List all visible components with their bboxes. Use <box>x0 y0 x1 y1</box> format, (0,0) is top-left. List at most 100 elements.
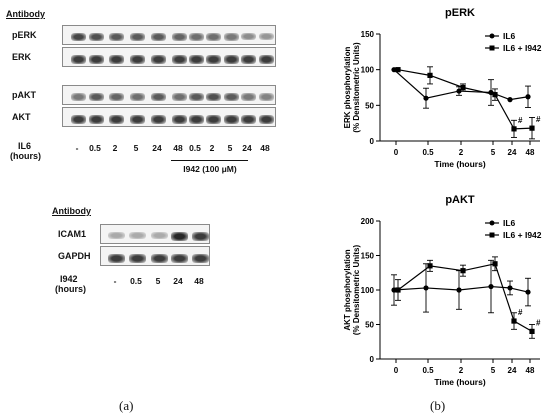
blot-row-label-erk: ERK <box>12 52 32 62</box>
treatment-label: I942 (100 μM) <box>183 164 237 174</box>
blot2-row-label: I942 <box>60 274 78 284</box>
blot-band <box>188 93 204 102</box>
pakt-legend-label-il6-i942: IL6 + I942 <box>503 230 542 240</box>
pakt-x-tick-label: 48 <box>526 366 535 375</box>
perk-x-tick-label: 5 <box>491 148 496 157</box>
pakt-y-tick-label: 50 <box>365 321 374 330</box>
blot-band <box>128 232 146 239</box>
blot-row-label-akt: AKT <box>12 112 31 122</box>
blot-band <box>170 232 188 241</box>
pakt-y-label: AKT phosphorylation <box>343 249 352 330</box>
pakt-series-line-il6-i942 <box>397 263 533 332</box>
blot-band <box>171 55 187 64</box>
lane-label: 0.5 <box>130 276 142 286</box>
blot-band <box>223 55 239 64</box>
blot2-header: Antibody <box>52 206 91 216</box>
blot-band <box>107 254 125 263</box>
blot-band <box>88 93 104 102</box>
perk-annotation: # <box>536 115 541 124</box>
blot-band <box>188 55 204 64</box>
blot-band <box>150 232 168 239</box>
perk-y-tick-label: 0 <box>370 137 375 146</box>
blot-strip-erk <box>62 47 276 67</box>
panel-a-caption: (a) <box>119 398 134 413</box>
blot1-header: Antibody <box>6 9 45 19</box>
perk-legend-label-il6-i942: IL6 + I942 <box>503 43 542 53</box>
pakt-point-il6-i942 <box>427 263 433 269</box>
perk-point-il6 <box>525 94 531 100</box>
blot-row-label-gapdh: GAPDH <box>58 251 91 261</box>
pakt-point-il6 <box>525 289 531 295</box>
perk-legend-marker <box>489 45 495 51</box>
blot-row-label-icam1: ICAM1 <box>58 229 87 239</box>
lane-label: 5 <box>227 143 233 153</box>
pakt-point-il6 <box>456 287 462 293</box>
perk-y-tick-label: 100 <box>361 66 375 75</box>
blot-band <box>205 93 221 102</box>
pakt-point-il6-i942 <box>460 268 466 274</box>
blot-band <box>223 93 239 102</box>
lane-label: 48 <box>194 276 204 286</box>
pakt-x-tick-label: 24 <box>508 366 517 375</box>
treatment-bracket-line <box>171 160 248 161</box>
perk-y-label-unit: (% Densitometric Units) <box>352 42 361 133</box>
blot-band <box>88 55 104 64</box>
blot-strip-akt <box>62 107 276 127</box>
pakt-y-tick-label: 200 <box>361 217 375 226</box>
blot-band <box>205 33 221 41</box>
blot-band <box>240 93 256 101</box>
blot-strip-gapdh <box>100 246 210 266</box>
pakt-y-label-unit: (% Densitometric Units) <box>352 245 361 336</box>
blot-band <box>88 33 104 42</box>
blot-band <box>223 115 239 124</box>
blot-band <box>258 115 274 124</box>
perk-point-il6 <box>423 95 429 101</box>
blot-band <box>205 115 221 124</box>
blot-band <box>258 93 274 101</box>
perk-x-tick-label: 0 <box>394 148 399 157</box>
panel-b-caption: (b) <box>430 398 446 413</box>
blot-band <box>129 55 145 64</box>
blot-band <box>258 33 274 41</box>
pakt-point-il6-i942 <box>511 318 517 324</box>
blot-band <box>191 232 209 241</box>
perk-x-label: Time (hours) <box>434 159 485 169</box>
perk-x-tick-label: 2 <box>459 148 464 157</box>
blot-band <box>171 115 187 124</box>
blot-band <box>108 33 124 42</box>
perk-point-il6-i942 <box>492 92 498 98</box>
blot-band <box>150 33 166 42</box>
blot-band <box>171 93 187 101</box>
perk-y-tick-label: 150 <box>361 30 375 39</box>
pakt-y-tick-label: 0 <box>370 355 375 364</box>
blot-band <box>223 33 239 41</box>
pakt-point-il6 <box>488 283 494 290</box>
blot-band <box>108 93 124 101</box>
lane-label: 5 <box>133 143 139 153</box>
blot-strip-pakt <box>62 85 276 105</box>
blot-strip-perk <box>62 25 276 45</box>
perk-series-line-il6 <box>393 69 529 101</box>
lane-label: - <box>75 143 79 153</box>
pakt-y-tick-label: 150 <box>361 252 375 261</box>
perk-x-tick-label: 0.5 <box>422 148 434 157</box>
blot1-row-unit: (hours) <box>10 151 41 161</box>
blot-band <box>150 254 168 263</box>
lane-label: 48 <box>260 143 270 153</box>
blot2-row-unit: (hours) <box>55 284 86 294</box>
lane-label: 24 <box>173 276 183 286</box>
pakt-x-tick-label: 0.5 <box>422 366 434 375</box>
blot-band <box>129 115 145 124</box>
lane-label: 5 <box>155 276 161 286</box>
lane-label: 2 <box>112 143 118 153</box>
blot-row-label-pakt: pAKT <box>12 90 36 100</box>
perk-point-il6-i942 <box>395 67 401 73</box>
pakt-title: pAKT <box>445 194 475 206</box>
blot-band <box>70 55 86 64</box>
blot-band <box>150 115 166 124</box>
blot-band <box>240 33 256 41</box>
blot-band <box>205 55 221 64</box>
lane-label: - <box>113 276 117 286</box>
perk-annotation: # <box>518 116 523 125</box>
